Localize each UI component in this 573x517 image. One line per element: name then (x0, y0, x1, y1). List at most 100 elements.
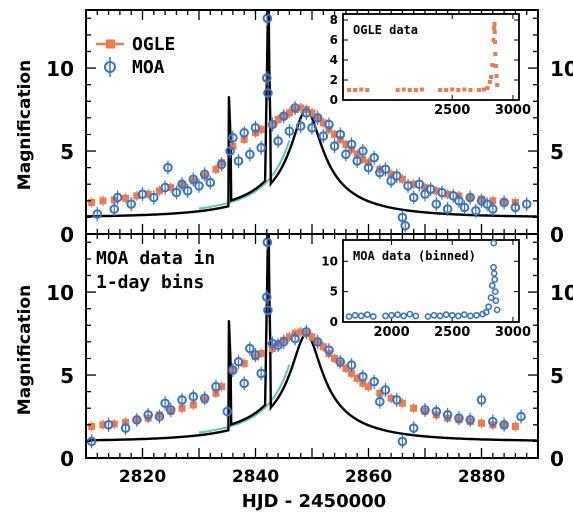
inset-ogle-point (490, 63, 495, 67)
moa-point (335, 129, 346, 140)
moa-point (290, 103, 300, 113)
inset-ogle-point (413, 88, 418, 92)
moa-point (188, 174, 199, 185)
moa-point (109, 204, 120, 214)
ogle-point (240, 359, 248, 367)
annotation-line-1: MOA data in (96, 248, 215, 269)
moa-point (397, 436, 408, 447)
inset-x-tick-label: 3000 (495, 325, 531, 340)
annotation-line-2: 1-day bins (96, 272, 204, 293)
moa-point (516, 411, 526, 422)
x-tick-label: 2840 (232, 467, 279, 487)
inset-y-tick-label: 0 (330, 315, 338, 329)
moa-point (482, 199, 492, 209)
moa-point (471, 205, 481, 216)
moa-point (278, 337, 289, 347)
plot-area (86, 234, 538, 449)
inset-moa-point (485, 303, 493, 311)
inset-ogle-point (493, 52, 498, 56)
moa-point (397, 212, 408, 223)
inset-moa-point (388, 311, 395, 319)
ogle-point (308, 333, 316, 341)
moa-point (391, 395, 402, 405)
moa-point (160, 398, 170, 409)
moa-point (112, 192, 123, 203)
moa-point (256, 142, 266, 153)
ogle-point (308, 109, 316, 117)
inset-y-tick-label: 2 (330, 73, 338, 87)
moa-point (92, 209, 103, 219)
inset-ogle-point (456, 88, 461, 92)
ogle-point (178, 404, 186, 412)
moa-point (199, 393, 210, 404)
moa-point (408, 192, 419, 203)
ogle-point (387, 394, 395, 402)
moa-point (454, 413, 464, 423)
moa-point (160, 182, 170, 193)
inset-moa-point (482, 308, 490, 316)
moa-point (177, 179, 187, 190)
ogle-point (348, 369, 356, 377)
ogle-point (257, 349, 265, 357)
ogle-point (365, 383, 372, 391)
inset-moa-point (493, 306, 501, 314)
moa-point (341, 149, 351, 160)
moa-point (250, 123, 261, 133)
moa-point (420, 405, 430, 415)
ogle-point (398, 399, 406, 407)
ogle-point (398, 175, 406, 183)
moa-point (437, 187, 447, 198)
legend-ogle-marker (106, 39, 115, 49)
inset-moa-point (357, 312, 365, 320)
ogle-point (432, 187, 440, 195)
moa-point (239, 127, 249, 138)
y-tick-label-right: 5 (550, 364, 564, 388)
model-curve-teal (198, 140, 291, 210)
inset-ogle-point (359, 87, 364, 92)
moa-point (273, 136, 283, 146)
moa-point (369, 152, 379, 163)
inset-ogle-point (444, 88, 449, 92)
x-tick-label: 2880 (458, 467, 505, 487)
inset-moa-point (394, 311, 402, 319)
inset-y-tick-label: 6 (330, 33, 338, 47)
moa-point (290, 333, 300, 344)
ogle-point (285, 109, 293, 117)
ogle-point (285, 333, 293, 341)
y-tick-label-left: 0 (60, 223, 74, 247)
moa-point (476, 395, 487, 405)
ogle-point (99, 421, 107, 429)
moa-point (263, 305, 273, 316)
moa-point (262, 292, 272, 302)
model-curve-teal (198, 364, 291, 434)
inset-moa-point (345, 313, 353, 320)
inset-ogle-point (450, 87, 455, 92)
ogle-point (319, 119, 327, 127)
legend-moa-marker (104, 61, 116, 73)
moa-point (358, 371, 368, 382)
legend-label: OGLE (132, 34, 175, 55)
y-tick-label-right: 5 (550, 140, 564, 164)
ogle-point (444, 190, 452, 198)
inset-moa-point (369, 313, 377, 320)
moa-point (442, 410, 453, 420)
moa-point (431, 199, 442, 209)
inset-moa-point (490, 270, 498, 277)
inset-moa-point (436, 312, 444, 320)
moa-point (431, 406, 442, 417)
inset-ogle-point (438, 88, 443, 92)
ogle-point (331, 354, 339, 362)
ogle-point (99, 197, 107, 205)
moa-point (312, 113, 323, 123)
inset-title: OGLE data (353, 23, 418, 37)
ogle-point (88, 422, 96, 430)
ogle-point (110, 420, 118, 428)
moa-point (284, 126, 295, 136)
y-tick-label-left: 5 (60, 140, 74, 164)
inset-ogle-point (492, 22, 497, 26)
ogle-point (218, 383, 226, 391)
inset-ogle-point (476, 88, 481, 92)
moa-point (194, 181, 204, 191)
y-tick-label-left: 10 (46, 281, 74, 305)
moa-point (256, 368, 266, 379)
